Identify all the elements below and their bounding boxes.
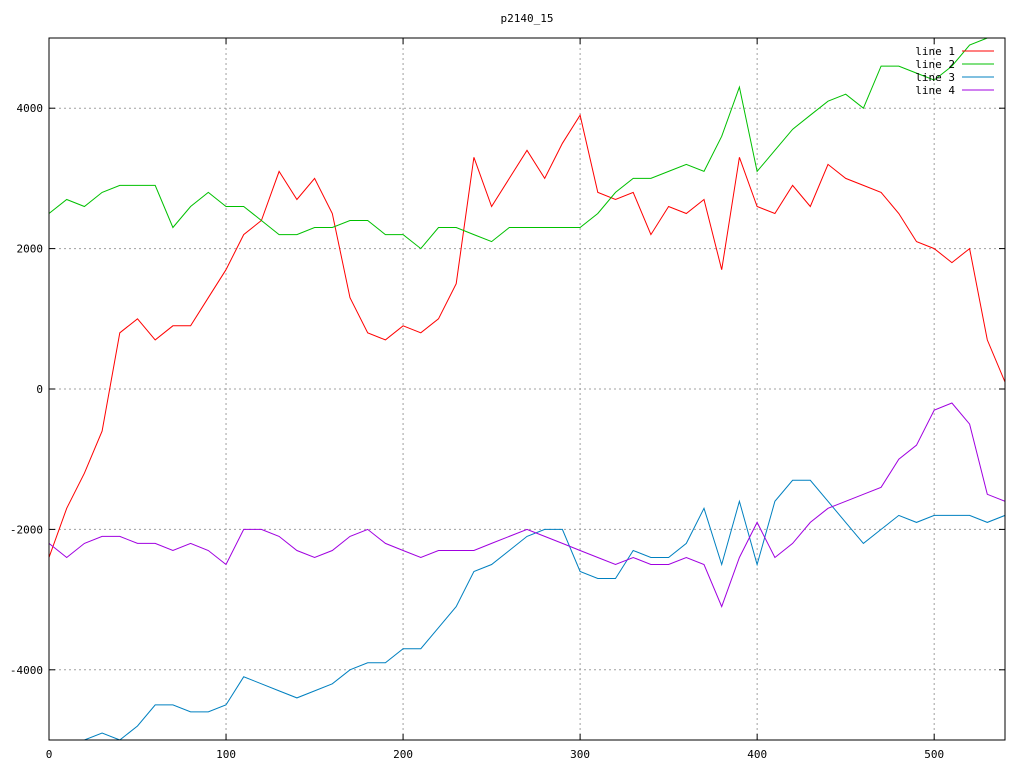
series-line-4	[49, 402, 1005, 608]
x-tick-label: 300	[570, 748, 590, 761]
x-tick-label: 500	[924, 748, 944, 761]
x-tick-label: 100	[216, 748, 236, 761]
y-tick-label: 4000	[17, 102, 44, 115]
chart-title: p2140_15	[501, 12, 554, 25]
series-line-1	[49, 113, 1005, 558]
x-tick-label: 400	[747, 748, 767, 761]
plot-frame	[48, 37, 1006, 741]
y-tick-label: -2000	[10, 523, 43, 536]
legend-label: line 1	[915, 45, 955, 58]
legend-label: line 4	[915, 84, 955, 97]
y-tick-label: 2000	[17, 243, 44, 256]
y-tick-label: -4000	[10, 664, 43, 677]
series-line-3	[49, 479, 1005, 740]
x-tick-label: 0	[46, 748, 53, 761]
legend-label: line 3	[915, 71, 955, 84]
x-tick-label: 200	[393, 748, 413, 761]
series-line-2	[49, 38, 1005, 250]
y-tick-label: 0	[36, 383, 43, 396]
legend-label: line 2	[915, 58, 955, 71]
